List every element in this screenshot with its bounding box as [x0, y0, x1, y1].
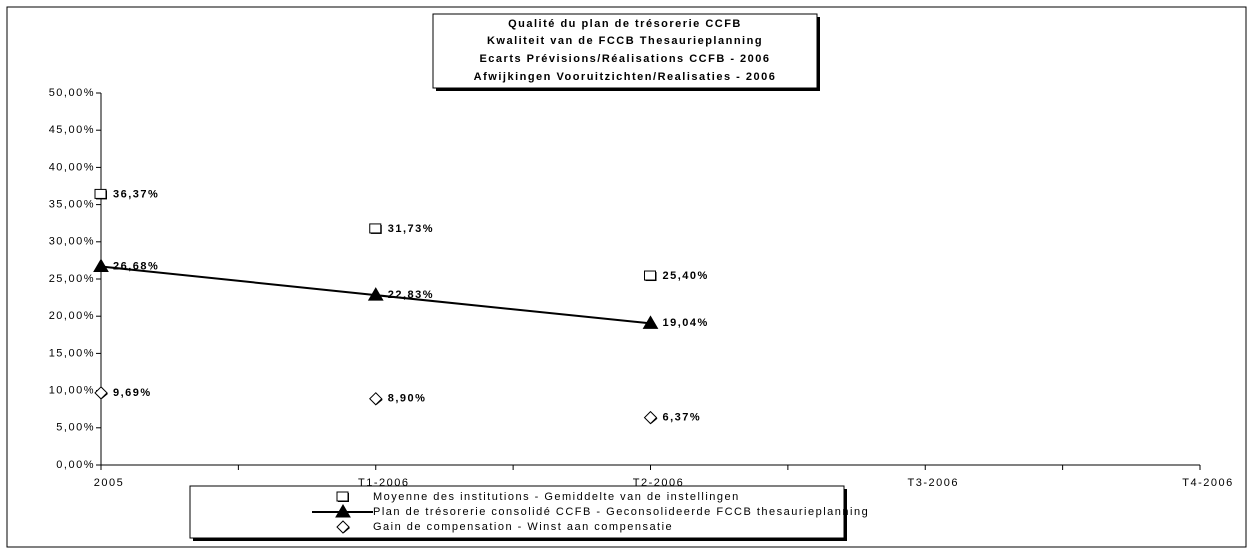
- x-tick-label: T4-2006: [1182, 477, 1233, 489]
- x-tick-label: T2-2006: [633, 477, 684, 489]
- data-point: [369, 392, 383, 406]
- data-point: [644, 270, 656, 281]
- y-tick-label: 10,00%: [49, 385, 95, 397]
- legend-label: Plan de trésorerie consolidé CCFB - Geco…: [373, 506, 869, 518]
- data-label: 19,04%: [663, 317, 709, 329]
- y-tick-label: 45,00%: [49, 124, 95, 136]
- data-label: 31,73%: [388, 223, 434, 235]
- legend-marker: [336, 491, 349, 502]
- data-point: [94, 188, 107, 199]
- y-tick-label: 5,00%: [56, 422, 95, 434]
- y-tick-label: 0,00%: [56, 459, 95, 471]
- chart-frame: [6, 6, 1247, 548]
- y-tick-label: 30,00%: [49, 236, 95, 248]
- y-tick-label: 15,00%: [49, 347, 95, 359]
- x-tick-label: T3-2006: [908, 477, 959, 489]
- chart-title: Ecarts Prévisions/Réalisations CCFB - 20…: [479, 53, 770, 65]
- data-point: [643, 410, 658, 425]
- legend-marker: [335, 504, 351, 518]
- y-tick-label: 40,00%: [49, 161, 95, 173]
- legend-label: Gain de compensation - Winst aan compens…: [373, 521, 673, 533]
- y-tick-label: 25,00%: [49, 273, 95, 285]
- y-tick-label: 35,00%: [49, 199, 95, 211]
- title-box: [432, 13, 818, 89]
- x-tick-label: T1-2006: [358, 477, 409, 489]
- data-label: 25,40%: [663, 270, 709, 282]
- y-tick-label: 20,00%: [49, 310, 95, 322]
- y-tick-label: 50,00%: [49, 87, 95, 99]
- data-label: 9,69%: [113, 387, 152, 399]
- chart-title: Afwijkingen Vooruitzichten/Realisaties -…: [474, 71, 777, 83]
- chart-title: Kwaliteit van de FCCB Thesaurieplanning: [487, 35, 763, 47]
- chart-title: Qualité du plan de trésorerie CCFB: [508, 18, 742, 30]
- data-label: 6,37%: [663, 412, 702, 424]
- data-point: [369, 223, 382, 234]
- x-tick-label: 2005: [94, 477, 124, 489]
- data-point: [367, 287, 384, 301]
- legend-label: Moyenne des institutions - Gemiddelte va…: [373, 491, 740, 503]
- data-label: 26,68%: [113, 260, 159, 272]
- legend-box: [189, 485, 845, 539]
- data-point: [94, 386, 108, 400]
- data-point: [93, 258, 109, 273]
- data-label: 22,83%: [388, 289, 434, 301]
- legend-marker: [336, 520, 350, 534]
- data-label: 8,90%: [388, 393, 427, 405]
- data-label: 36,37%: [113, 188, 159, 200]
- data-point: [642, 315, 659, 329]
